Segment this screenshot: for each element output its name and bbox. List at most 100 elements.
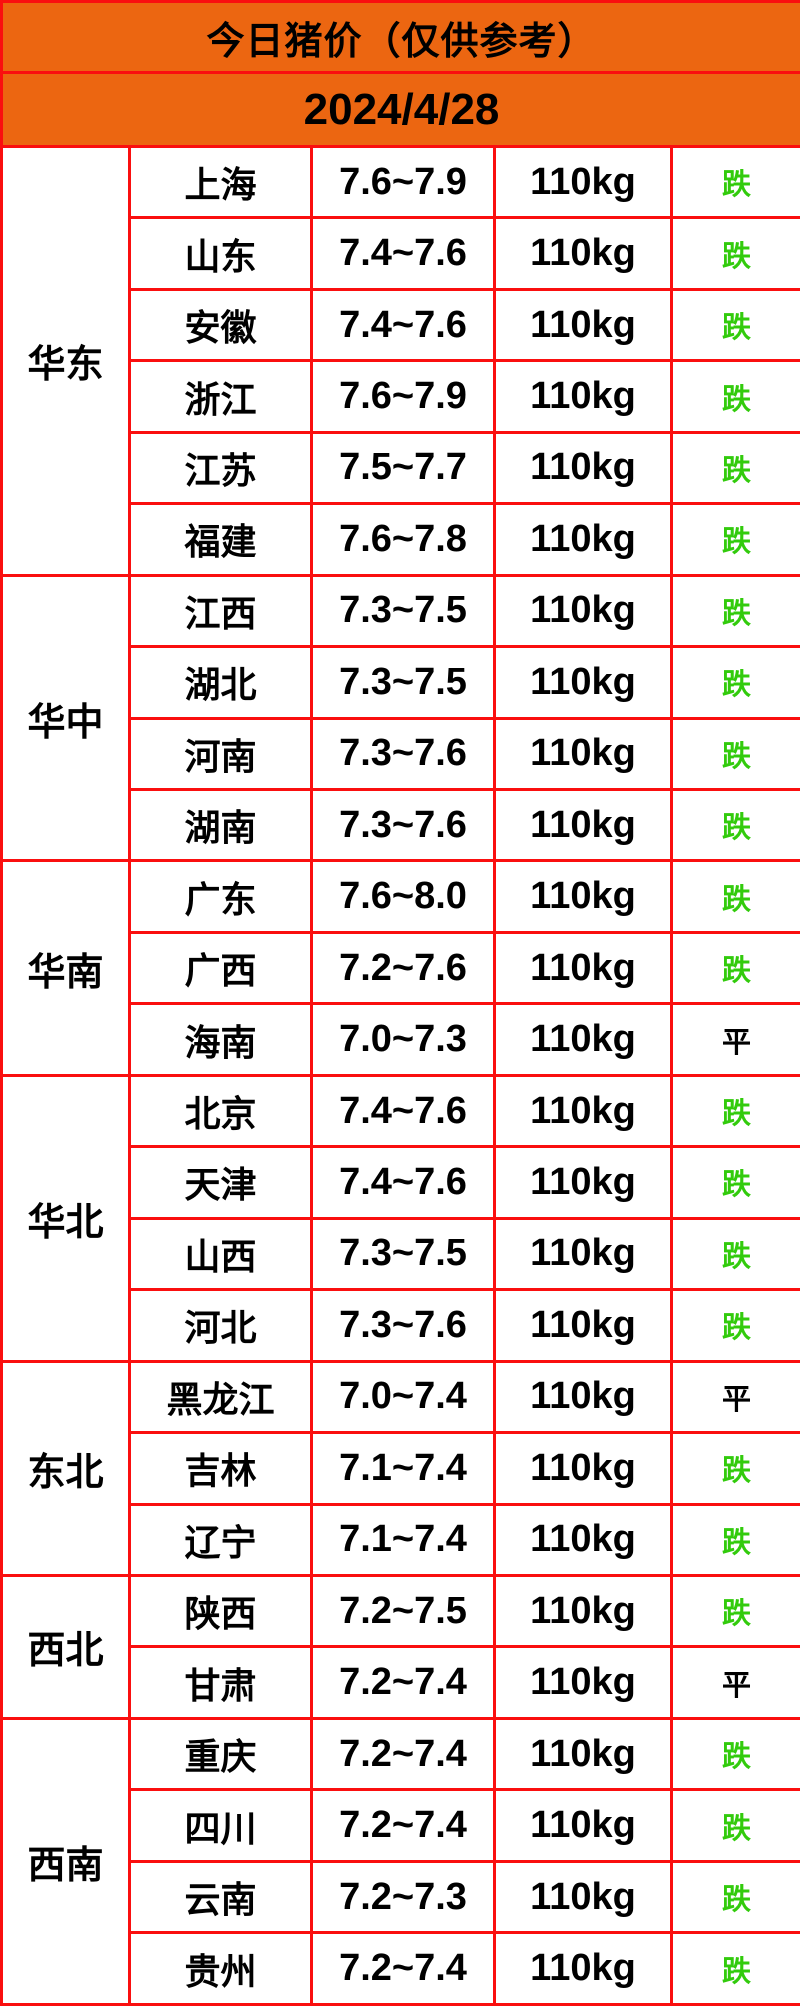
weight-cell: 110kg (493, 1431, 673, 1506)
weight-cell: 110kg (493, 1859, 673, 1935)
table-row: 天津 7.4~7.6 110kg 跌 (2, 1145, 800, 1220)
table-row: 贵州 7.2~7.4 110kg 跌 (2, 1931, 800, 2006)
price-cell: 7.5~7.7 (310, 430, 496, 506)
province-cell: 贵州 (128, 1931, 313, 2006)
province-cell: 海南 (128, 1002, 313, 1077)
table-row: 海南 7.0~7.3 110kg 平 (2, 1002, 800, 1077)
region-label-huanan: 华南 (0, 859, 131, 1077)
table-row: 西北 陕西 7.2~7.5 110kg 跌 (0, 1573, 800, 1720)
province-cell: 北京 (128, 1073, 313, 1149)
price-cell: 7.2~7.3 (310, 1859, 496, 1935)
province-cell: 天津 (128, 1145, 313, 1220)
table-row: 福建 7.6~7.8 110kg 跌 (2, 502, 800, 577)
status-cell: 跌 (669, 1859, 800, 1935)
province-cell: 广西 (128, 930, 313, 1006)
table-row: 山西 7.3~7.5 110kg 跌 (2, 1216, 800, 1292)
date-bar: 2024/4/28 (0, 71, 800, 148)
status-cell: 跌 (669, 787, 800, 863)
status-cell: 跌 (669, 859, 800, 934)
weight-cell: 110kg (493, 359, 673, 434)
province-cell: 上海 (128, 144, 313, 220)
region-label-huazhong: 华中 (0, 573, 131, 863)
weight-cell: 110kg (493, 1216, 673, 1292)
weight-cell: 110kg (493, 930, 673, 1006)
price-cell: 7.3~7.6 (310, 716, 496, 792)
status-cell: 跌 (669, 1502, 800, 1577)
table-row: 湖南 7.3~7.6 110kg 跌 (2, 787, 800, 863)
province-cell: 云南 (128, 1859, 313, 1935)
weight-cell: 110kg (493, 1359, 673, 1435)
table-row: 河北 7.3~7.6 110kg 跌 (2, 1288, 800, 1363)
table-row: 四川 7.2~7.4 110kg 跌 (2, 1788, 800, 1863)
province-cell: 安徽 (128, 287, 313, 363)
price-cell: 7.2~7.4 (310, 1788, 496, 1863)
weight-cell: 110kg (493, 1573, 673, 1649)
weight-cell: 110kg (493, 787, 673, 863)
weight-cell: 110kg (493, 216, 673, 291)
price-cell: 7.3~7.6 (310, 1288, 496, 1363)
price-cell: 7.2~7.5 (310, 1573, 496, 1649)
price-cell: 7.4~7.6 (310, 1145, 496, 1220)
table-row: 华中 江西 7.3~7.5 110kg 跌 (0, 573, 800, 863)
weight-cell: 110kg (493, 1288, 673, 1363)
status-cell: 跌 (669, 930, 800, 1006)
province-cell: 陕西 (128, 1573, 313, 1649)
province-cell: 重庆 (128, 1716, 313, 1792)
weight-cell: 110kg (493, 645, 673, 720)
table-row: 华东 上海 7.6~7.9 110kg 跌 (0, 144, 800, 577)
weight-cell: 110kg (493, 1788, 673, 1863)
price-cell: 7.1~7.4 (310, 1431, 496, 1506)
weight-cell: 110kg (493, 1931, 673, 2006)
province-cell: 河北 (128, 1288, 313, 1363)
title-bar: 今日猪价（仅供参考） (0, 0, 800, 75)
weight-cell: 110kg (493, 1502, 673, 1577)
status-cell: 跌 (669, 1573, 800, 1649)
table-row: 西南 重庆 7.2~7.4 110kg 跌 (0, 1716, 800, 2006)
table-row: 河南 7.3~7.6 110kg 跌 (2, 716, 800, 792)
status-cell: 跌 (669, 1931, 800, 2006)
table-row: 广西 7.2~7.6 110kg 跌 (2, 930, 800, 1006)
table-row: 江苏 7.5~7.7 110kg 跌 (2, 430, 800, 506)
table-row: 华北 北京 7.4~7.6 110kg 跌 (0, 1073, 800, 1363)
region-label-xinan: 西南 (0, 1716, 131, 2006)
status-cell: 跌 (669, 645, 800, 720)
table-row: 湖北 7.3~7.5 110kg 跌 (2, 645, 800, 720)
table-row: 浙江 7.6~7.9 110kg 跌 (2, 359, 800, 434)
weight-cell: 110kg (493, 287, 673, 363)
price-cell: 7.4~7.6 (310, 287, 496, 363)
weight-cell: 110kg (493, 573, 673, 649)
province-cell: 浙江 (128, 359, 313, 434)
weight-cell: 110kg (493, 502, 673, 577)
province-cell: 山东 (128, 216, 313, 291)
status-cell: 跌 (669, 1788, 800, 1863)
price-cell: 7.2~7.4 (310, 1716, 496, 1792)
weight-cell: 110kg (493, 144, 673, 220)
price-cell: 7.6~8.0 (310, 859, 496, 934)
province-cell: 湖北 (128, 645, 313, 720)
weight-cell: 110kg (493, 1073, 673, 1149)
status-cell: 跌 (669, 1716, 800, 1792)
weight-cell: 110kg (493, 1645, 673, 1720)
status-cell: 跌 (669, 216, 800, 291)
province-cell: 辽宁 (128, 1502, 313, 1577)
status-cell: 跌 (669, 1288, 800, 1363)
status-cell: 平 (669, 1359, 800, 1435)
table-row: 东北 黑龙江 7.0~7.4 110kg 平 (0, 1359, 800, 1577)
price-cell: 7.4~7.6 (310, 216, 496, 291)
table-row: 华南 广东 7.6~8.0 110kg 跌 (0, 859, 800, 1077)
price-cell: 7.0~7.3 (310, 1002, 496, 1077)
table-row: 云南 7.2~7.3 110kg 跌 (2, 1859, 800, 1935)
date-label: 2024/4/28 (0, 71, 800, 148)
province-cell: 福建 (128, 502, 313, 577)
province-cell: 四川 (128, 1788, 313, 1863)
status-cell: 跌 (669, 287, 800, 363)
status-cell: 跌 (669, 359, 800, 434)
weight-cell: 110kg (493, 716, 673, 792)
weight-cell: 110kg (493, 1002, 673, 1077)
province-cell: 甘肃 (128, 1645, 313, 1720)
price-cell: 7.6~7.9 (310, 144, 496, 220)
status-cell: 平 (669, 1002, 800, 1077)
price-cell: 7.4~7.6 (310, 1073, 496, 1149)
province-cell: 湖南 (128, 787, 313, 863)
